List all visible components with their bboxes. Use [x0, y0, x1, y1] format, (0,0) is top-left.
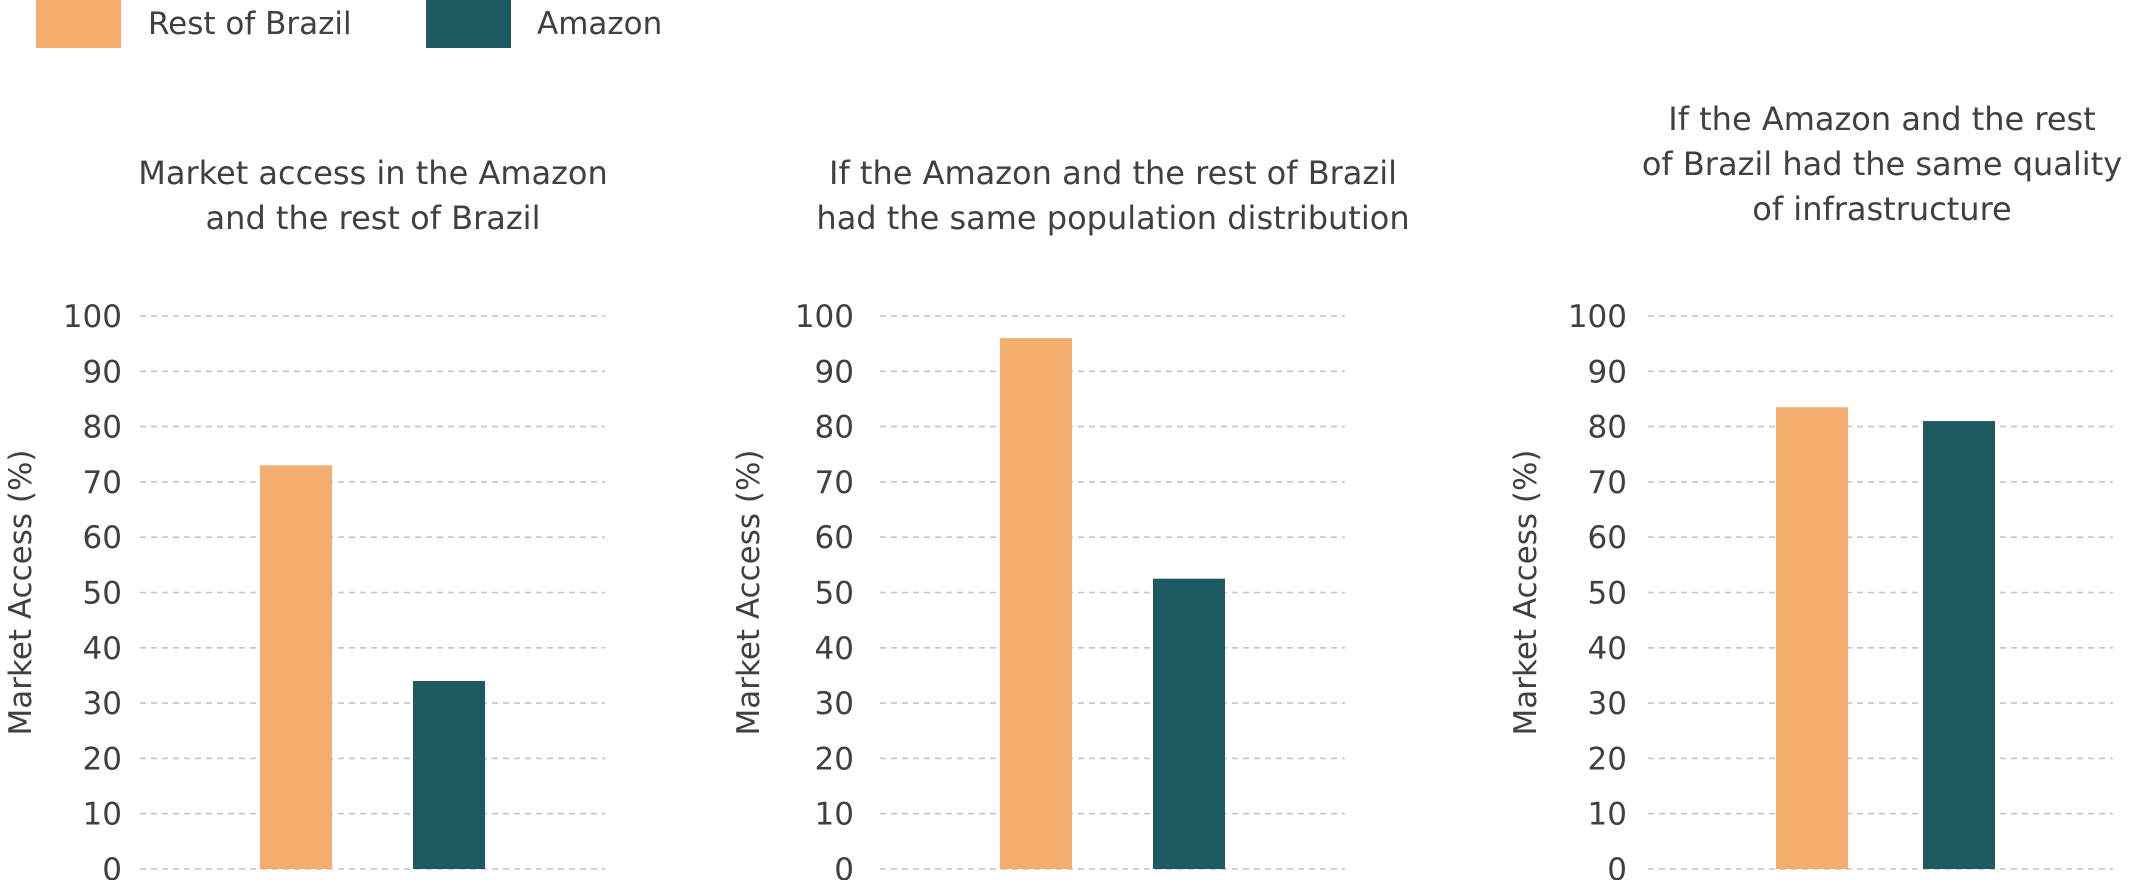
chart-title-line: If the Amazon and the rest [1668, 100, 2095, 138]
chart-title-line: had the same population distribution [816, 199, 1409, 237]
bar-rest-of-brazil [1000, 338, 1072, 869]
legend-item-0: Rest of Brazil [36, 0, 352, 48]
y-tick-label: 80 [815, 410, 854, 446]
y-tick-label: 50 [815, 576, 854, 612]
y-tick-label: 30 [1588, 686, 1627, 722]
chart-panel-3: If the Amazon and the rest of Brazil had … [1508, 100, 2122, 880]
bar-rest-of-brazil [1776, 407, 1848, 869]
chart-title-line: of Brazil had the same quality [1642, 145, 2122, 183]
y-tick-label: 80 [83, 410, 122, 446]
y-tick-label: 40 [1588, 631, 1627, 667]
y-tick-label: 70 [83, 465, 122, 501]
bar-amazon [1153, 578, 1225, 869]
y-axis-label: Market Access (%) [1508, 449, 1544, 735]
bar-rest-of-brazil [260, 465, 332, 869]
y-axis-label: Market Access (%) [731, 449, 767, 735]
legend-label: Amazon [537, 6, 662, 42]
y-tick-label: 10 [83, 797, 122, 833]
y-tick-label: 20 [815, 741, 854, 777]
y-tick-label: 80 [1588, 410, 1627, 446]
y-tick-label: 20 [1588, 741, 1627, 777]
chart-panel-2: If the Amazon and the rest of Brazil had … [731, 154, 1410, 880]
chart-panel-1: Market access in the Amazon and the rest … [3, 154, 608, 880]
chart-title-line: If the Amazon and the rest of Brazil [829, 154, 1397, 192]
chart-title-line: Market access in the Amazon [138, 154, 608, 192]
y-tick-label: 0 [834, 852, 854, 880]
chart-title-line: and the rest of Brazil [206, 199, 541, 237]
y-tick-label: 100 [795, 299, 854, 335]
y-tick-label: 60 [1588, 520, 1627, 556]
bar-amazon [413, 680, 485, 869]
y-tick-label: 100 [1568, 299, 1627, 335]
y-tick-label: 40 [815, 631, 854, 667]
y-tick-label: 50 [83, 576, 122, 612]
y-tick-label: 70 [1588, 465, 1627, 501]
chart-title-line: of infrastructure [1752, 190, 2011, 228]
y-tick-label: 50 [1588, 576, 1627, 612]
y-tick-label: 20 [83, 741, 122, 777]
y-tick-label: 30 [83, 686, 122, 722]
y-tick-label: 90 [815, 354, 854, 390]
y-tick-label: 90 [83, 354, 122, 390]
y-tick-label: 60 [83, 520, 122, 556]
y-axis-label: Market Access (%) [3, 449, 39, 735]
y-tick-label: 100 [63, 299, 122, 335]
y-tick-label: 0 [102, 852, 122, 880]
y-tick-label: 30 [815, 686, 854, 722]
bar-amazon [1923, 421, 1995, 869]
legend-swatch [36, 0, 121, 48]
y-tick-label: 90 [1588, 354, 1627, 390]
y-tick-label: 40 [83, 631, 122, 667]
legend-swatch [426, 0, 511, 48]
legend: Rest of Brazil Amazon [36, 0, 662, 48]
legend-item-1: Amazon [426, 0, 662, 48]
y-tick-label: 60 [815, 520, 854, 556]
y-tick-label: 0 [1607, 852, 1627, 880]
y-tick-label: 70 [815, 465, 854, 501]
y-tick-label: 10 [815, 797, 854, 833]
chart-panels: Market access in the Amazon and the rest … [3, 100, 2122, 880]
y-tick-label: 10 [1588, 797, 1627, 833]
legend-label: Rest of Brazil [148, 6, 352, 42]
